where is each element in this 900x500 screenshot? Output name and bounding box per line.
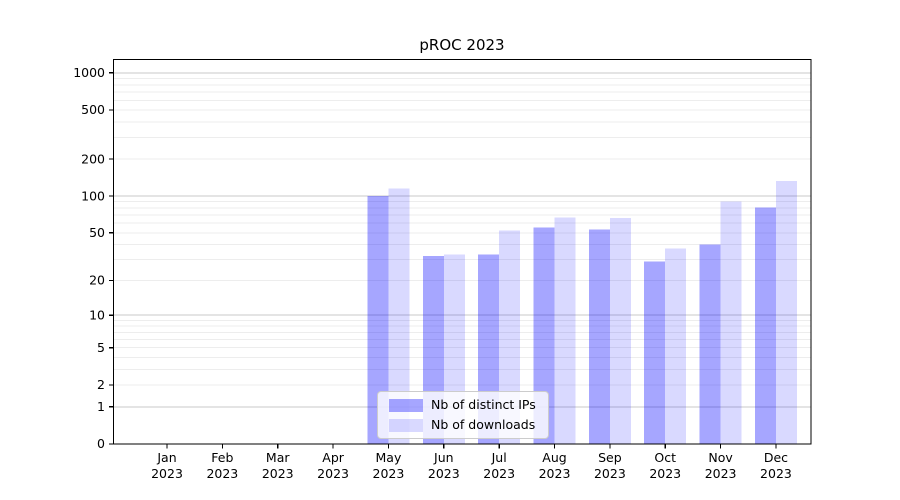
plot-spines [112,58,812,445]
bar-downloads [720,201,742,444]
y-tick-label: 0 [97,436,105,451]
y-tick-label: 50 [89,225,105,240]
y-tick-label: 2 [97,377,105,392]
chart-title: pROC 2023 [419,36,505,54]
legend-swatch-distinct-ips-icon [389,398,423,412]
y-tick-label: 200 [81,151,105,166]
x-tick-label: Feb 2023 [206,450,238,481]
legend-label-distinct-ips: Nb of distinct IPs [431,397,536,412]
x-tick-label: Aug 2023 [539,450,571,481]
bar-distinct-ips [367,196,389,444]
y-tick-label: 10 [89,307,105,322]
bar-distinct-ips [699,244,721,444]
legend: Nb of distinct IPs Nb of downloads [377,391,549,439]
bar-downloads [775,180,797,444]
bar-distinct-ips [644,261,666,444]
x-tick-label: Jul 2023 [483,450,515,481]
x-tick-label: Mar 2023 [262,450,294,481]
x-tick-label: Nov 2023 [705,450,737,481]
bar-downloads [499,230,521,444]
x-tick-label: Jan 2023 [151,450,183,481]
legend-item-distinct-ips: Nb of distinct IPs [389,398,536,412]
x-tick-label: Sep 2023 [594,450,626,481]
bar-distinct-ips [588,229,610,444]
x-tick-label: May 2023 [373,450,405,481]
bar-downloads [609,218,631,444]
y-tick-label: 100 [81,188,105,203]
y-tick-label: 500 [81,102,105,117]
bar-distinct-ips [754,207,776,444]
legend-swatch-downloads-icon [389,418,423,432]
x-tick-label: Jun 2023 [428,450,460,481]
x-tick-label: Dec 2023 [760,450,792,481]
bar-downloads [554,217,576,444]
y-tick-label: 1 [97,399,105,414]
y-tick-label: 20 [89,273,105,288]
x-tick-label: Apr 2023 [317,450,349,481]
y-tick-label: 5 [97,340,105,355]
bar-downloads [665,248,687,444]
legend-item-downloads: Nb of downloads [389,418,536,432]
y-tick-label: 1000 [73,65,105,80]
bar-downloads [388,188,410,444]
x-tick-label: Oct 2023 [649,450,681,481]
legend-label-downloads: Nb of downloads [431,417,536,432]
bar-distinct-ips [533,227,555,444]
